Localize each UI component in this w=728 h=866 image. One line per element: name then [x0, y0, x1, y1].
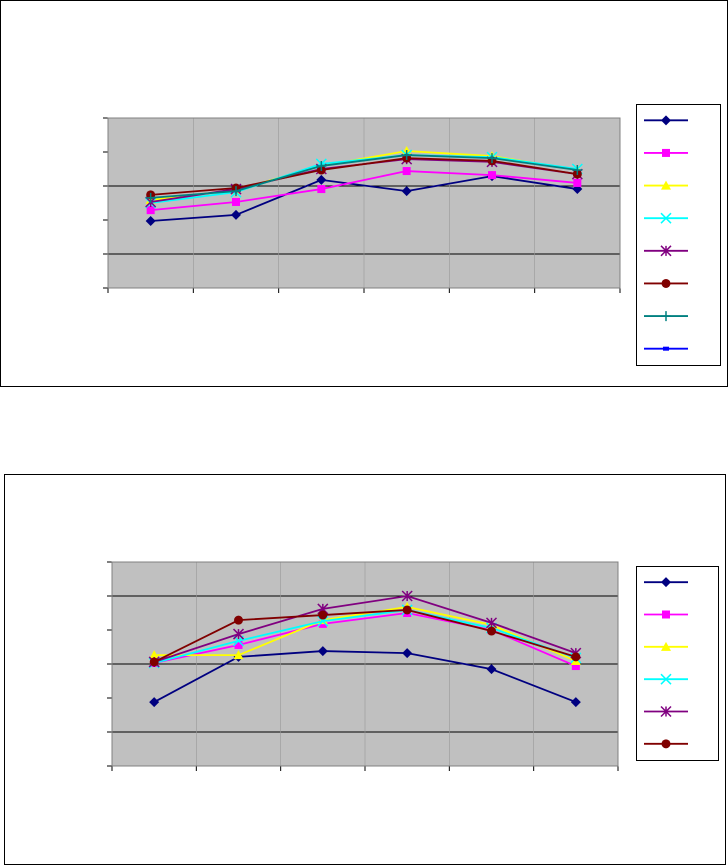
series-line	[153, 609, 577, 663]
marker	[402, 167, 411, 176]
marker	[401, 590, 413, 602]
marker	[231, 209, 241, 220]
series-line	[153, 609, 577, 664]
marker	[662, 148, 670, 157]
marker	[571, 652, 581, 662]
marker	[149, 657, 159, 667]
series-line	[150, 157, 578, 196]
marker	[485, 617, 498, 629]
marker	[316, 160, 327, 171]
marker	[660, 245, 672, 257]
marker	[663, 346, 669, 351]
marker	[661, 115, 671, 126]
series-line	[153, 650, 577, 703]
marker	[573, 178, 582, 187]
marker	[661, 641, 671, 651]
series-line	[150, 154, 578, 199]
plot-border	[111, 561, 619, 767]
marker	[149, 650, 160, 660]
marker	[661, 278, 671, 288]
marker	[145, 192, 156, 203]
marker	[316, 174, 327, 185]
marker	[402, 648, 413, 659]
legend	[636, 566, 719, 761]
marker	[232, 628, 245, 640]
marker	[571, 662, 580, 671]
marker	[660, 705, 672, 718]
marker	[661, 739, 671, 749]
marker	[570, 697, 581, 708]
series-line	[150, 154, 578, 204]
marker	[402, 605, 412, 615]
series-line	[154, 605, 577, 662]
marker	[660, 212, 672, 224]
series-line	[150, 175, 578, 222]
marker	[660, 673, 672, 685]
marker	[234, 615, 243, 625]
marker	[662, 610, 670, 619]
marker	[318, 610, 328, 620]
marker	[234, 640, 243, 649]
marker	[317, 185, 326, 194]
marker	[233, 650, 244, 660]
marker	[317, 646, 328, 657]
marker	[487, 626, 496, 636]
marker	[661, 311, 671, 322]
marker	[231, 186, 241, 197]
marker	[487, 153, 497, 164]
marker	[572, 165, 583, 176]
marker	[401, 186, 412, 197]
marker	[488, 171, 496, 180]
marker	[661, 577, 671, 588]
legend	[636, 104, 721, 366]
series-line	[150, 170, 578, 212]
marker	[232, 197, 240, 206]
marker	[401, 150, 412, 161]
plot-border	[107, 117, 621, 289]
marker	[486, 664, 497, 675]
marker	[145, 216, 156, 227]
marker	[661, 180, 671, 190]
marker	[149, 697, 160, 708]
marker	[146, 206, 155, 215]
series-line	[153, 595, 577, 663]
